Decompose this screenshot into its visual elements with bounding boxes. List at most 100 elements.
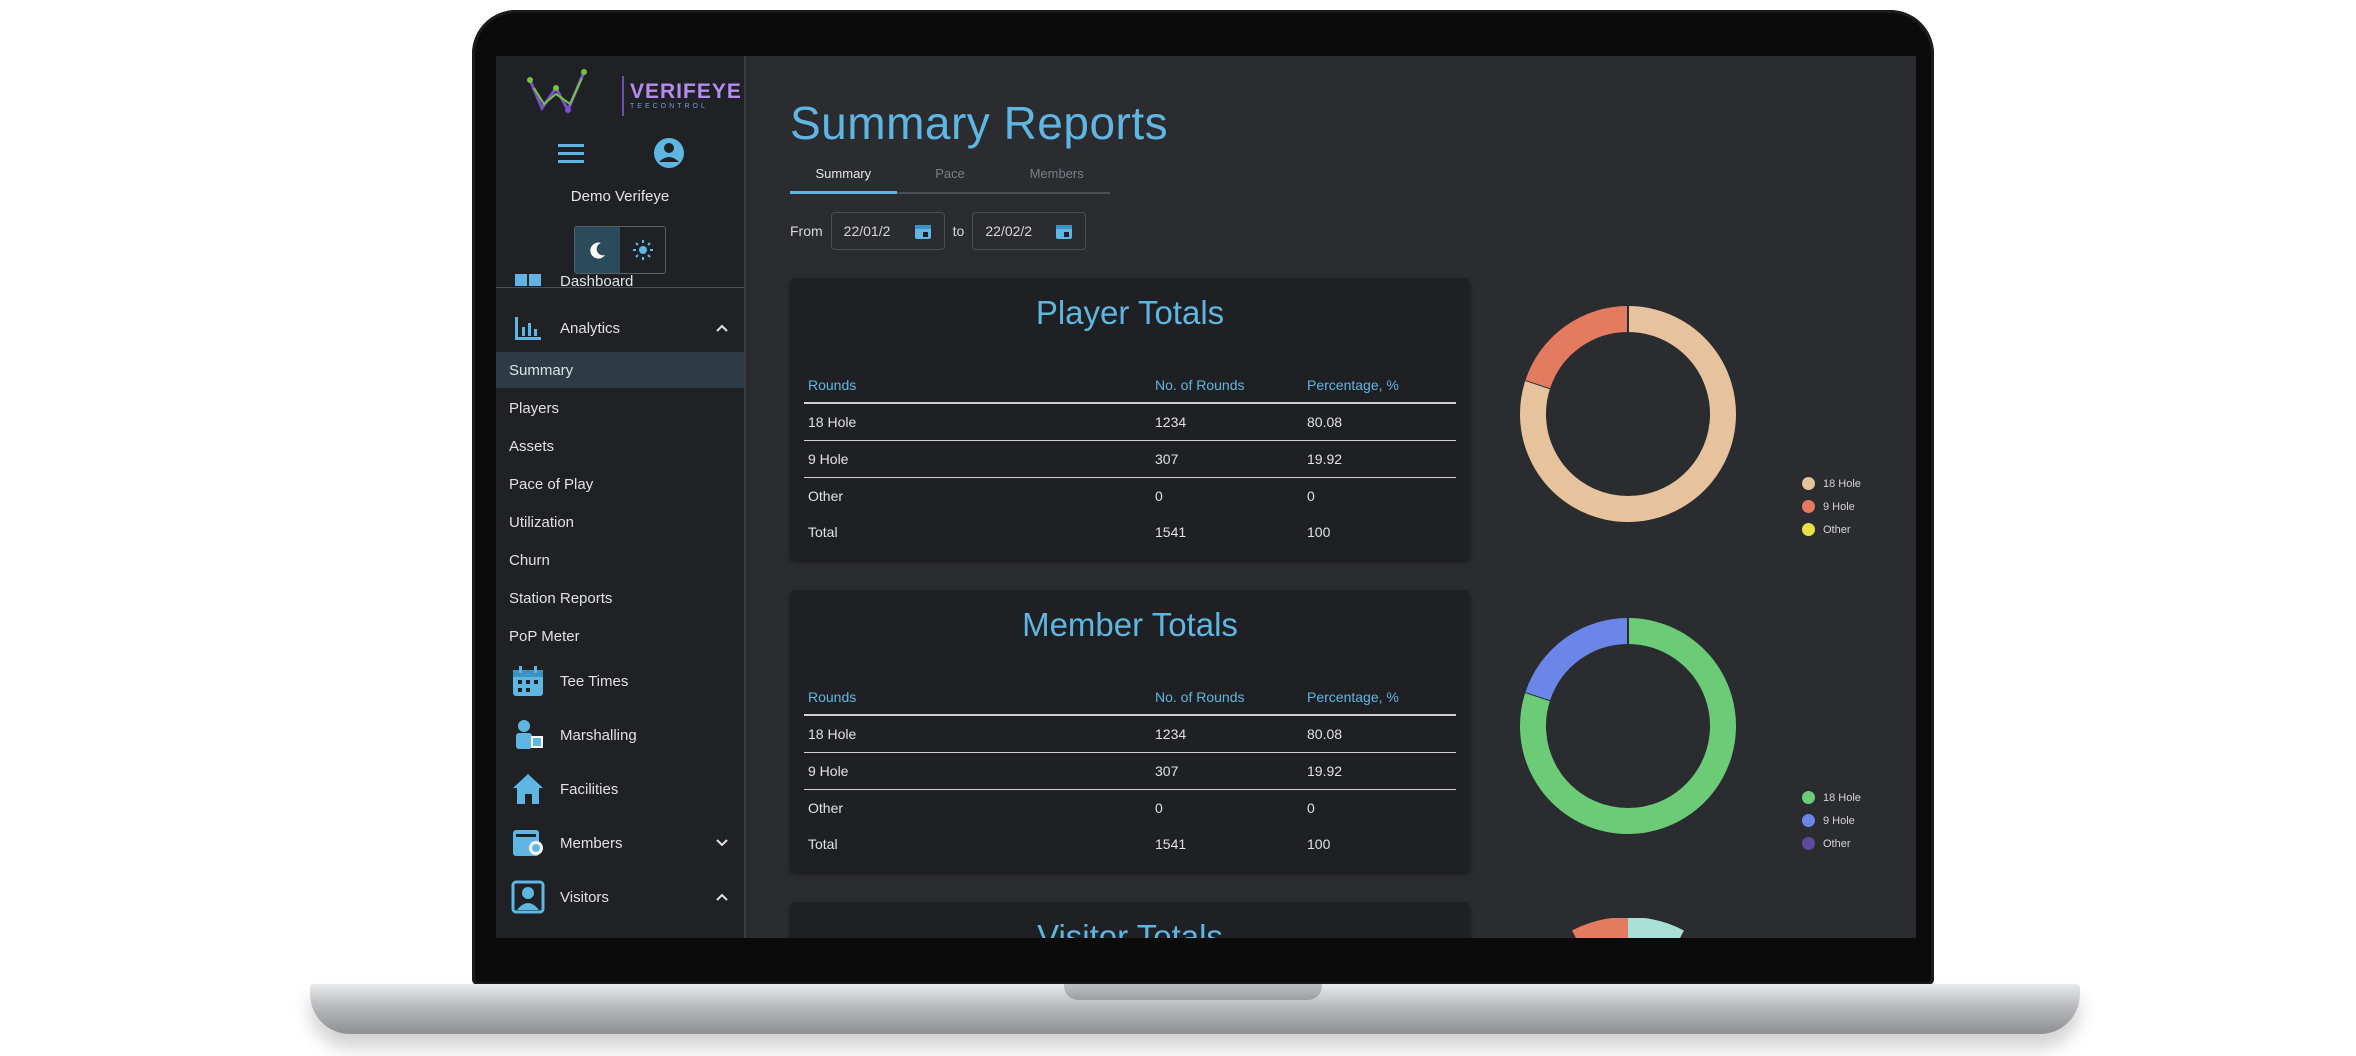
members-icon [510,827,546,859]
sidebar: VERIFEYE TEECONTROL Demo Verifeye [496,56,746,938]
chevron-up-icon[interactable] [714,320,730,336]
sidebar-subitem-utilization[interactable]: Utilization [509,513,575,531]
table-cell: 19.92 [1306,440,1456,478]
tab-pace[interactable]: Pace [935,166,965,181]
sidebar-divider [496,287,744,288]
chevron-down-icon[interactable] [714,835,730,851]
card-title: Member Totals [1022,606,1238,643]
brand-subtitle: TEECONTROL [630,103,708,110]
sidebar-item-tee-times[interactable]: Tee Times [496,656,744,706]
report-tabs: Summary Pace Members [790,160,1110,194]
table-cell: 1541 [1155,836,1187,852]
marshal-icon [510,719,546,751]
legend-label: Other [1823,837,1851,850]
sidebar-item-label: Marshalling [560,726,637,744]
legend-swatch [1802,837,1815,850]
donut-slice-18-hole [1520,306,1736,522]
sidebar-item-label: Visitors [560,888,609,906]
sidebar-subitem-pop-meter[interactable]: PoP Meter [509,627,580,645]
table-cell: Other [808,488,844,504]
legend-label: 9 Hole [1823,814,1855,827]
sidebar-item-members[interactable]: Members [496,818,744,868]
tab-members[interactable]: Members [1029,166,1084,181]
table-cell: 80.08 [1306,715,1456,753]
brand-logo: VERIFEYE TEECONTROL [526,64,741,118]
column-header: Percentage, % [1306,368,1456,404]
legend-label: Other [1823,523,1851,536]
date-to-value: 22/02/2 [985,223,1033,239]
table-cell: 307 [1154,752,1306,790]
legend-label: 18 Hole [1823,477,1861,490]
hamburger-menu-icon[interactable] [554,136,588,170]
player-totals-table: Rounds No. of Rounds Percentage, % 18 Ho… [804,368,1456,550]
visitor-totals-donut-chart [1572,918,1684,938]
sidebar-subitem-assets[interactable]: Assets [509,437,555,455]
member-totals-table: Rounds No. of Rounds Percentage, % 18 Ho… [804,680,1456,862]
legend-item: 9 Hole [1802,495,1861,518]
table-cell: Other [808,800,844,816]
date-to-label: to [952,223,965,239]
moon-icon [589,242,605,259]
sidebar-subitem-station-reports[interactable]: Station Reports [509,589,613,607]
table-row: Other 0 0 [804,478,1456,515]
logo-mark-icon [527,69,587,114]
date-from-input[interactable]: 22/01/2 [830,212,945,250]
table-header-row: Rounds No. of Rounds Percentage, % [804,368,1456,404]
dashboard-icon [510,274,546,300]
player-chart-legend: 18 Hole 9 Hole Other [1802,472,1861,541]
sidebar-subitem-players[interactable]: Players [509,399,560,417]
member-chart-legend: 18 Hole 9 Hole Other [1802,786,1861,855]
sidebar-item-analytics[interactable]: Analytics [496,308,744,348]
sidebar-item-facilities[interactable]: Facilities [496,764,744,814]
main-content: Summary Reports Summary Pace Members Fro… [746,56,1916,938]
table-cell: 0 [1155,800,1163,816]
sun-icon [632,240,653,260]
sidebar-item-dashboard[interactable]: Dashboard [496,274,744,300]
table-cell: 18 Hole [804,403,1154,441]
visitor-totals-card: Visitor Totals [790,902,1470,938]
table-row: Total 1541 100 [804,826,1456,862]
date-from-label: From [790,223,823,239]
chevron-up-icon[interactable] [714,889,730,905]
sidebar-subitem-churn[interactable]: Churn [509,551,550,569]
tab-summary[interactable]: Summary [790,160,897,194]
date-from-value: 22/01/2 [843,223,891,239]
sidebar-item-label: Tee Times [560,672,629,690]
table-header-row: Rounds No. of Rounds Percentage, % [804,680,1456,716]
legend-item: 9 Hole [1802,809,1861,832]
legend-swatch [1802,791,1815,804]
page-title: Summary Reports [790,97,1169,149]
logo-divider [622,76,624,116]
player-totals-donut-chart [1520,306,1736,522]
player-totals-card: Player Totals Rounds No. of Rounds Perce… [790,278,1470,560]
sidebar-subitem-summary[interactable]: Summary [496,352,744,388]
legend-swatch [1802,500,1815,513]
sidebar-item-marshalling[interactable]: Marshalling [496,710,744,760]
legend-swatch [1802,523,1815,536]
table-row: 9 Hole 307 19.92 [804,752,1456,790]
account-icon[interactable] [652,136,686,170]
card-title: Player Totals [1035,294,1225,331]
bar-chart-icon [510,312,546,344]
column-header: Rounds [804,680,1154,716]
table-cell: 1234 [1154,403,1306,441]
table-cell: 0 [1155,488,1163,504]
legend-swatch [1802,814,1815,827]
legend-item: 18 Hole [1802,472,1861,495]
date-to-input[interactable]: 22/02/2 [972,212,1087,250]
legend-swatch [1802,477,1815,490]
table-cell: 0 [1307,488,1315,504]
member-totals-donut-chart [1520,618,1736,834]
sidebar-item-visitors[interactable]: Visitors [496,872,744,922]
light-mode-button[interactable] [620,227,665,273]
sidebar-subitem-pace-of-play[interactable]: Pace of Play [509,475,594,493]
dark-mode-button[interactable] [575,227,620,273]
calendar-icon[interactable] [914,222,932,240]
theme-toggle[interactable] [574,226,666,274]
calendar-icon[interactable] [1055,222,1073,240]
table-cell: 9 Hole [804,752,1154,790]
table-row: 18 Hole 1234 80.08 [804,403,1456,441]
table-cell: 19.92 [1306,752,1456,790]
table-cell: 307 [1154,440,1306,478]
table-cell: 1541 [1155,524,1187,540]
